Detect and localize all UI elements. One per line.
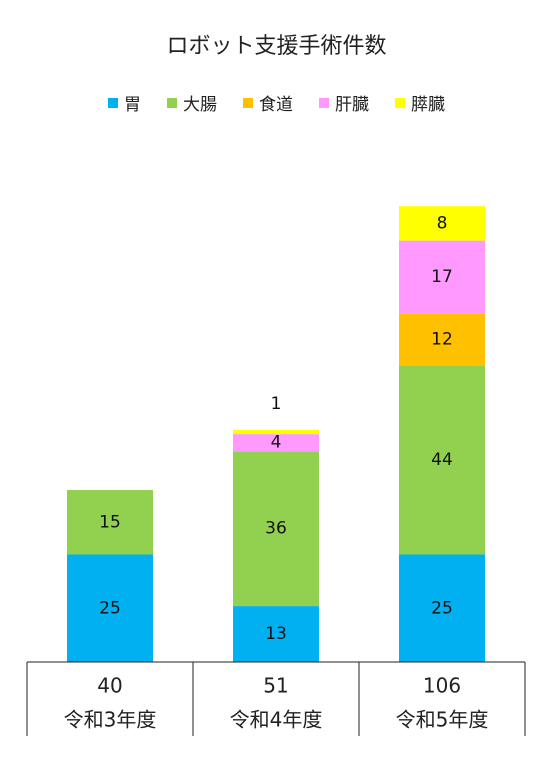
legend-label-colon: 大腸 [183, 95, 217, 115]
chart-legend: 胃 大腸 食道 肝臓 膵臓 [0, 90, 553, 115]
bar-segment-stomach-3 [399, 554, 485, 662]
legend-swatch-colon [167, 97, 177, 108]
data-label-liver-3: 17 [431, 267, 453, 287]
legend-label-stomach: 胃 [124, 95, 141, 115]
bar-segment-colon-1 [67, 490, 153, 555]
chart-title: ロボット支援手術件数 [166, 34, 387, 59]
data-label-stomach-1: 25 [99, 598, 121, 618]
legend-swatch-esophagus [243, 97, 253, 108]
bar-segment-esophagus-3 [399, 313, 485, 366]
bar-segment-pancreas-3 [399, 206, 485, 241]
bar-segment-pancreas-2 [233, 429, 319, 435]
data-label-liver-2: 4 [271, 433, 282, 453]
legend-item-stomach: 胃 [108, 90, 141, 115]
bar-segment-liver-3 [399, 240, 485, 314]
legend-item-esophagus: 食道 [243, 90, 293, 115]
category-label-3: 令和5年度 [396, 708, 489, 732]
data-label-esophagus-3: 12 [431, 330, 453, 350]
data-label-stomach-3: 25 [431, 598, 453, 618]
legend-item-liver: 肝臓 [319, 90, 369, 115]
bar-segment-colon-3 [399, 365, 485, 555]
legend-item-colon: 大腸 [167, 90, 217, 115]
category-label-1: 令和3年度 [64, 708, 157, 732]
legend-swatch-liver [319, 97, 329, 108]
category-total-2: 51 [263, 674, 288, 698]
data-label-pancreas-2: 1 [271, 394, 282, 414]
data-label-colon-2: 36 [265, 519, 287, 539]
bar-segment-stomach-1 [67, 554, 153, 662]
category-label-2: 令和4年度 [230, 708, 323, 732]
bar-segment-stomach-2 [233, 606, 319, 662]
data-label-pancreas-3: 8 [437, 213, 448, 233]
legend-label-liver: 肝臓 [335, 95, 369, 115]
bar-segment-colon-2 [233, 451, 319, 607]
legend-item-pancreas: 膵臓 [395, 90, 445, 115]
category-total-3: 106 [423, 674, 461, 698]
category-total-1: 40 [97, 674, 122, 698]
legend-label-pancreas: 膵臓 [411, 95, 445, 115]
legend-swatch-pancreas [395, 97, 405, 108]
legend-swatch-stomach [108, 97, 118, 108]
legend-label-esophagus: 食道 [259, 95, 293, 115]
bar-segment-liver-2 [233, 434, 319, 452]
data-label-colon-1: 15 [99, 512, 121, 532]
data-label-colon-3: 44 [431, 450, 453, 470]
data-label-stomach-2: 13 [265, 624, 287, 644]
